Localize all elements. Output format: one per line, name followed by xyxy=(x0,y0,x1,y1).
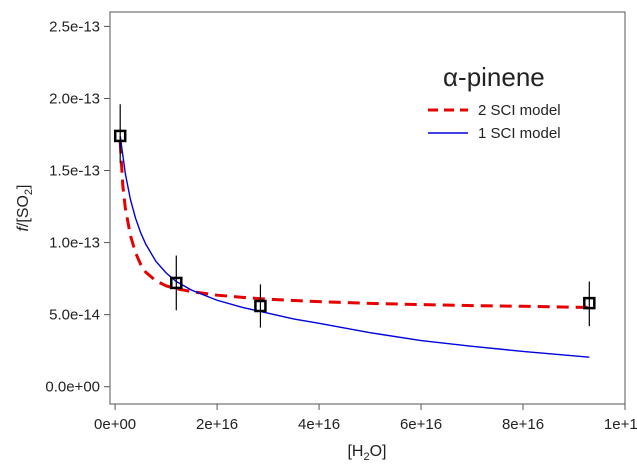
data-points xyxy=(113,104,596,328)
data-point-marker xyxy=(113,129,127,143)
legend-label-1sci: 1 SCI model xyxy=(478,125,561,142)
x-axis: 0e+00 2e+16 4e+16 6e+16 8e+16 1e+17 xyxy=(94,404,637,433)
data-point-marker xyxy=(170,276,183,290)
legend: α-pinene 2 SCI model 1 SCI model xyxy=(428,62,561,142)
series-line-1sci xyxy=(119,135,590,358)
y-axis-title: f/[SO2] xyxy=(15,184,35,231)
series-layer xyxy=(118,135,590,358)
plot-frame xyxy=(109,11,626,405)
y-tick-label: 2.0e-13 xyxy=(49,90,100,107)
x-tick-label: 6e+16 xyxy=(400,416,442,433)
y-tick-label: 5.0e-14 xyxy=(49,307,100,324)
y-tick-label: 2.5e-13 xyxy=(49,18,100,35)
y-tick-label: 1.5e-13 xyxy=(49,163,100,180)
x-tick-label: 4e+16 xyxy=(298,416,340,433)
x-axis-title: [H2O] xyxy=(347,443,386,463)
x-tick-label: 2e+16 xyxy=(196,416,238,433)
legend-label-2sci: 2 SCI model xyxy=(478,102,561,119)
series-line-2sci xyxy=(118,141,590,309)
x-tick-label: 8e+16 xyxy=(502,416,544,433)
x-tick-label: 1e+17 xyxy=(604,416,637,433)
legend-title: α-pinene xyxy=(443,62,545,92)
y-tick-label: 0.0e+00 xyxy=(45,379,100,396)
data-point-marker xyxy=(583,296,596,310)
y-axis: 0.0e+00 5.0e-14 1.0e-13 1.5e-13 2.0e-13 2.5e-… xyxy=(45,18,110,396)
data-point-marker xyxy=(254,299,267,313)
y-tick-label: 1.0e-13 xyxy=(49,235,100,252)
x-tick-label: 0e+00 xyxy=(94,416,136,433)
